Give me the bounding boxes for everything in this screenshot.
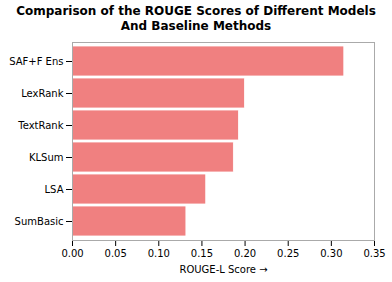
svg-text:TextRank: TextRank xyxy=(17,120,63,131)
svg-text:0.00: 0.00 xyxy=(61,248,83,259)
svg-text:0.10: 0.10 xyxy=(148,248,170,259)
svg-text:ROUGE-L Score →: ROUGE-L Score → xyxy=(179,264,267,275)
svg-text:0.35: 0.35 xyxy=(363,248,385,259)
svg-text:LexRank: LexRank xyxy=(21,88,63,99)
svg-text:KLSum: KLSum xyxy=(29,152,64,163)
svg-text:SAF+F Ens: SAF+F Ens xyxy=(9,56,63,67)
html-text:Comparison of the ROUGE Scores: Comparison of the ROUGE Scores of Differ… xyxy=(16,4,376,33)
svg-text:0.15: 0.15 xyxy=(191,248,213,259)
svg-text:LSA: LSA xyxy=(45,184,64,195)
svg-text:0.20: 0.20 xyxy=(234,248,256,259)
svg-text:0.05: 0.05 xyxy=(105,248,127,259)
svg-text:0.30: 0.30 xyxy=(320,248,342,259)
svg-text:0.25: 0.25 xyxy=(277,248,299,259)
svg-text:SumBasic: SumBasic xyxy=(15,216,64,227)
